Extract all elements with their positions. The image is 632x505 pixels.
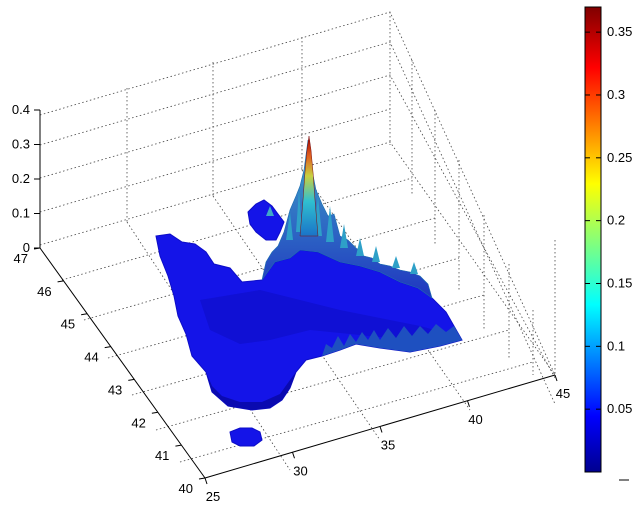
x-tick-label: 30 xyxy=(293,463,307,478)
z-tick-label: 0.4 xyxy=(12,102,30,117)
x-tick-mark xyxy=(204,477,208,485)
x-tick-mark xyxy=(292,452,295,459)
y-tick-mark xyxy=(104,346,111,349)
colorbar: 0.05 0.1 0.15 0.2 0.25 0.3 0.35 xyxy=(584,6,632,481)
y-tick-mark xyxy=(198,477,206,480)
z-tick-label: 0.1 xyxy=(12,206,30,221)
y-tick-label: 44 xyxy=(84,350,98,365)
surface-island-north xyxy=(247,199,285,241)
y-tick-label: 40 xyxy=(179,481,193,496)
z-tick-label: 0.2 xyxy=(12,171,30,186)
z-axis-ticks: 0 0.1 0.2 0.3 0.4 xyxy=(12,102,40,255)
y-tick-mark xyxy=(128,378,135,381)
colorbar-tick-label: 0.1 xyxy=(607,338,625,353)
x-tick-label: 40 xyxy=(468,412,482,427)
colorbar-tick-label: 0.3 xyxy=(607,87,625,102)
surface-peak xyxy=(299,135,319,237)
colorbar-tick-label: 0.35 xyxy=(607,24,632,39)
colorbar-ticks: 0.05 0.1 0.15 0.2 0.25 0.3 0.35 xyxy=(585,24,632,416)
y-tick-mark xyxy=(175,444,182,447)
y-tick-label: 43 xyxy=(108,382,122,397)
y-tick-label: 45 xyxy=(61,317,75,332)
colorbar-tick-label: 0.05 xyxy=(607,401,632,416)
y-tick-mark xyxy=(151,411,158,414)
y-tick-mark xyxy=(33,247,41,250)
x-tick-mark xyxy=(467,400,470,407)
y-tick-label: 41 xyxy=(155,448,169,463)
x-tick-mark xyxy=(554,374,558,382)
y-tick-label: 46 xyxy=(37,284,51,299)
y-tick-label: 42 xyxy=(131,415,145,430)
colorbar-tick-label: 0.15 xyxy=(607,275,632,290)
y-tick-mark xyxy=(57,280,64,283)
surface xyxy=(155,135,463,447)
x-tick-label: 45 xyxy=(556,386,570,401)
y-tick-mark xyxy=(81,313,88,316)
colorbar-tick-label: 0.2 xyxy=(607,213,625,228)
surface-island-south xyxy=(229,427,263,447)
z-tick-label: 0.3 xyxy=(12,137,30,152)
y-tick-label: 47 xyxy=(14,251,28,266)
y-axis-ticks: 40 41 42 43 44 45 46 47 xyxy=(14,247,206,496)
x-tick-label: 25 xyxy=(206,489,220,504)
x-tick-mark xyxy=(379,426,383,433)
colorbar-gradient xyxy=(584,6,602,473)
z-tick-label: 0 xyxy=(23,240,30,255)
colorbar-tick-label: 0.25 xyxy=(607,150,632,165)
x-axis-ticks: 25 30 35 40 45 xyxy=(204,374,570,504)
x-tick-label: 35 xyxy=(381,438,395,453)
